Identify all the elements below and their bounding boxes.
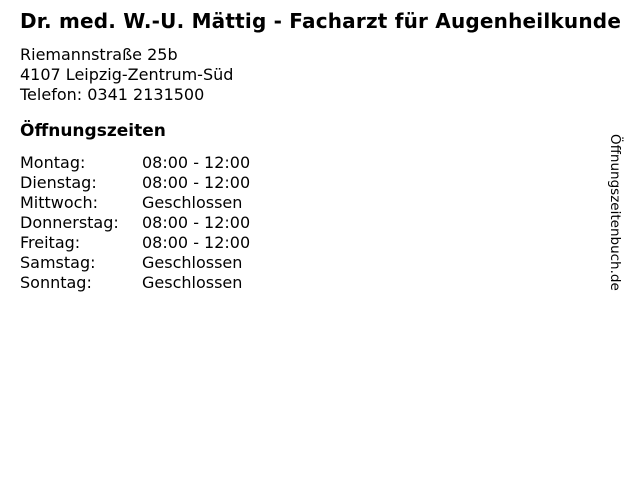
hours-time-value: 08:00 - 12:00 (142, 233, 251, 252)
hours-row-friday: Freitag: 08:00 - 12:00 (20, 233, 250, 253)
address-city: 4107 Leipzig-Zentrum-Süd (20, 65, 234, 84)
watermark-vertical-text: Öffnungszeitenbuch.de (607, 134, 623, 291)
hours-time-value: 08:00 - 12:00 (142, 213, 251, 232)
hours-row-sunday: Sonntag: Geschlossen (20, 273, 250, 293)
hours-row-saturday: Samstag: Geschlossen (20, 253, 250, 273)
opening-hours-table: Montag: 08:00 - 12:00 Dienstag: 08:00 - … (20, 153, 250, 293)
hours-time-value: 08:00 - 12:00 (142, 173, 251, 192)
page-title: Dr. med. W.-U. Mättig - Facharzt für Aug… (20, 9, 622, 33)
hours-day-label: Sonntag: (20, 273, 92, 292)
hours-day-label: Freitag: (20, 233, 81, 252)
hours-time-value: Geschlossen (142, 193, 243, 212)
hours-time-value: Geschlossen (142, 273, 243, 292)
hours-day-label: Donnerstag: (20, 213, 119, 232)
hours-day-label: Samstag: (20, 253, 96, 272)
hours-time-value: Geschlossen (142, 253, 243, 272)
hours-day-label: Dienstag: (20, 173, 97, 192)
hours-day-label: Montag: (20, 153, 86, 172)
hours-time-value: 08:00 - 12:00 (142, 153, 251, 172)
address-phone: Telefon: 0341 2131500 (20, 85, 205, 104)
hours-row-monday: Montag: 08:00 - 12:00 (20, 153, 250, 173)
hours-row-wednesday: Mittwoch: Geschlossen (20, 193, 250, 213)
opening-hours-heading: Öffnungszeiten (20, 121, 166, 141)
address-street: Riemannstraße 25b (20, 45, 178, 64)
hours-row-tuesday: Dienstag: 08:00 - 12:00 (20, 173, 250, 193)
address-block: Riemannstraße 25b 4107 Leipzig-Zentrum-S… (20, 45, 233, 105)
hours-day-label: Mittwoch: (20, 193, 98, 212)
hours-row-thursday: Donnerstag: 08:00 - 12:00 (20, 213, 250, 233)
